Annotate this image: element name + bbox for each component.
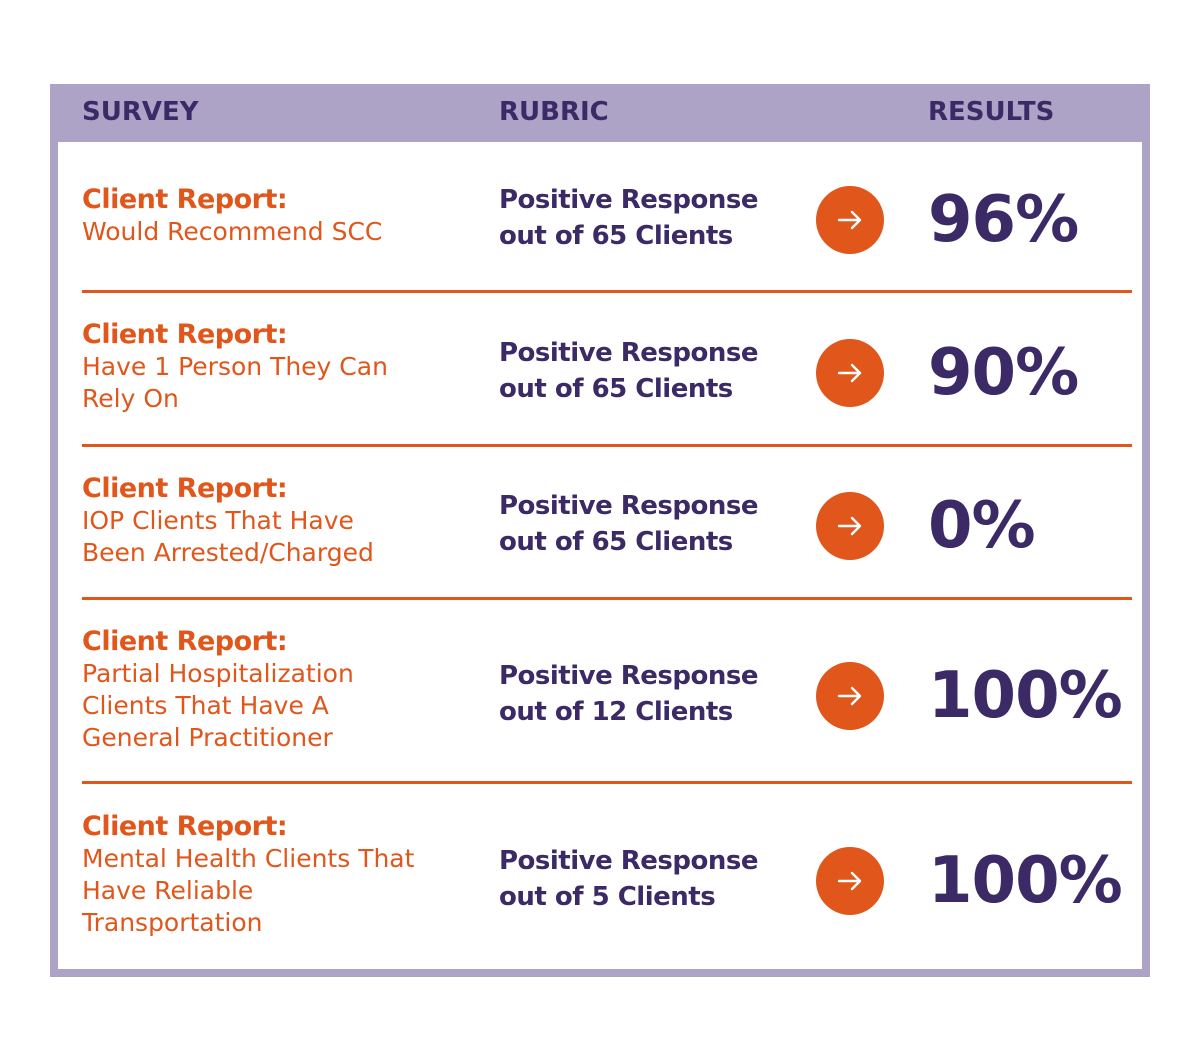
survey-description: Partial Hospitalization Clients That Hav… — [82, 659, 354, 752]
header-results: RESULTS — [928, 97, 1055, 127]
survey-description: IOP Clients That Have Been Arrested/Char… — [82, 506, 374, 567]
results-table: SURVEY RUBRIC RESULTS Client Report: Wou… — [50, 84, 1150, 977]
arrow-right-icon — [816, 847, 884, 915]
rubric-cell: Positive Response out of 5 Clients — [499, 846, 759, 912]
result-value: 100% — [928, 659, 1123, 733]
survey-lead: Client Report: — [82, 473, 288, 504]
row-divider — [82, 597, 1132, 600]
result-value: 100% — [928, 844, 1123, 918]
header-survey: SURVEY — [82, 97, 199, 127]
rubric-cell: Positive Response out of 12 Clients — [499, 661, 759, 727]
table-body: Client Report: Would Recommend SCC Posit… — [58, 142, 1142, 969]
survey-cell: Client Report: Partial Hospitalization C… — [82, 626, 482, 754]
rubric-cell: Positive Response out of 65 Clients — [499, 185, 759, 251]
result-value: 0% — [928, 489, 1036, 563]
result-value: 96% — [928, 183, 1079, 257]
survey-description: Have 1 Person They Can Rely On — [82, 352, 388, 413]
arrow-right-icon — [816, 492, 884, 560]
arrow-right-icon — [816, 339, 884, 407]
result-value: 90% — [928, 336, 1079, 410]
survey-cell: Client Report: IOP Clients That Have Bee… — [82, 473, 482, 569]
header-rubric: RUBRIC — [499, 97, 609, 127]
survey-lead: Client Report: — [82, 319, 288, 350]
survey-lead: Client Report: — [82, 811, 288, 842]
row-divider — [82, 444, 1132, 447]
arrow-right-icon — [816, 662, 884, 730]
arrow-right-icon — [816, 186, 884, 254]
survey-cell: Client Report: Mental Health Clients Tha… — [82, 811, 482, 939]
survey-description: Would Recommend SCC — [82, 217, 383, 246]
row-divider — [82, 781, 1132, 784]
survey-cell: Client Report: Would Recommend SCC — [82, 184, 482, 248]
survey-description: Mental Health Clients That Have Reliable… — [82, 844, 415, 937]
survey-lead: Client Report: — [82, 626, 288, 657]
rubric-cell: Positive Response out of 65 Clients — [499, 338, 759, 404]
survey-lead: Client Report: — [82, 184, 288, 215]
rubric-cell: Positive Response out of 65 Clients — [499, 491, 759, 557]
table-header: SURVEY RUBRIC RESULTS — [50, 84, 1150, 142]
survey-cell: Client Report: Have 1 Person They Can Re… — [82, 319, 482, 415]
row-divider — [82, 290, 1132, 293]
